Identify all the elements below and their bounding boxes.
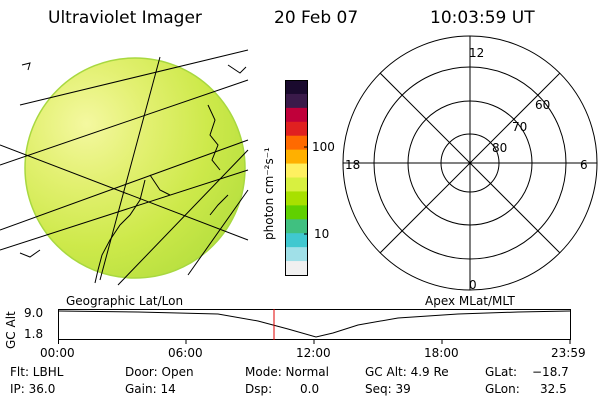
colorbar-stripe [285, 247, 308, 262]
colorbar-stripe [285, 93, 308, 109]
colorbar-stripe [285, 177, 308, 192]
colorbar-unit-label: photon cm⁻²s⁻¹ [262, 147, 276, 240]
gc-alt-ylabel: GC Alt [4, 311, 18, 349]
altitude-curve [58, 310, 571, 338]
colorbar-stripe [285, 80, 308, 95]
colorbar-tick-100: 100 [312, 140, 335, 154]
lat-label-80: 80 [492, 141, 508, 155]
earth-disc [24, 57, 246, 279]
filter-status: Flt: LBHL [10, 365, 64, 379]
apex-label: Apex MLat/MLT [425, 294, 515, 308]
mlt-label-18: 18 [345, 158, 361, 172]
colorbar-stripe [285, 107, 308, 123]
colorbar-stripe [285, 163, 308, 178]
glon-value: 32.5 [540, 382, 567, 396]
glat-value: −18.7 [532, 365, 569, 379]
alt-tick-9: 9.0 [24, 306, 44, 320]
time-tick-0000: 00:00 [40, 346, 75, 360]
date-label: 20 Feb 07 [274, 8, 359, 28]
polar-plot [342, 35, 598, 291]
dsp-value: 0.0 [300, 382, 320, 396]
coastlines [19, 62, 247, 284]
time-tick-1200: 12:00 [296, 346, 331, 360]
colorbar-stripe [285, 149, 308, 165]
instrument-title: Ultraviolet Imager [48, 8, 202, 28]
seq-status: Seq: 39 [365, 382, 411, 396]
alt-tick-1-8: 1.8 [24, 327, 44, 341]
lat-label-60: 60 [535, 98, 551, 112]
mlt-label-6: 6 [580, 158, 588, 172]
glat-label: GLat: [485, 365, 518, 379]
mlt-label-0: 0 [469, 278, 477, 292]
time-label: 10:03:59 UT [430, 8, 535, 28]
mode-status: Mode: Normal [245, 365, 329, 379]
colorbar-tick-10: 10 [314, 227, 330, 241]
colorbar-stripe [285, 205, 308, 220]
time-tick-1800: 18:00 [424, 346, 459, 360]
altitude-plot [58, 309, 571, 344]
colorbar-stripe [285, 261, 308, 276]
geographic-label: Geographic Lat/Lon [66, 294, 184, 308]
colorbar-stripe [285, 121, 308, 137]
door-status: Door: Open [125, 365, 194, 379]
colorbar-stripe [285, 135, 308, 151]
dsp-label: Dsp: [245, 382, 273, 396]
gain-status: Gain: 14 [125, 382, 176, 396]
uv-image-panel [0, 49, 249, 286]
mlt-label-12: 12 [469, 46, 485, 60]
colorbar [285, 80, 308, 276]
glon-label: GLon: [485, 382, 520, 396]
ip-status: IP: 36.0 [10, 382, 56, 396]
colorbar-stripe [285, 219, 308, 234]
lat-label-70: 70 [512, 120, 528, 134]
lat-lon-grid [0, 49, 249, 286]
colorbar-stripe [285, 191, 308, 206]
time-tick-0600: 06:00 [168, 346, 203, 360]
gc-alt-status: GC Alt: 4.9 Re [365, 365, 449, 379]
colorbar-stripe [285, 233, 308, 248]
time-tick-2359: 23:59 [551, 346, 586, 360]
